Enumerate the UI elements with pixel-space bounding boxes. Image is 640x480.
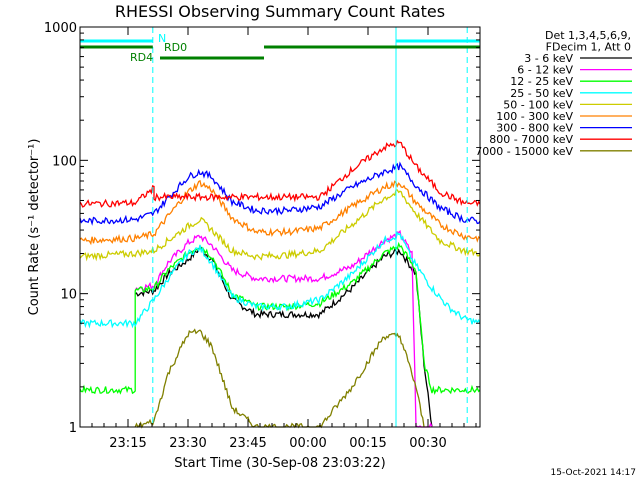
flag-label-rd0: RD0 xyxy=(164,41,187,54)
legend-label-800-7000-kev: 800 - 7000 keV xyxy=(489,133,573,146)
legend-header-line-2: FDecim 1, Att 0 xyxy=(546,41,631,54)
series-line-800-7000-kev xyxy=(79,139,481,208)
y-tick-label-100: 100 xyxy=(52,154,77,169)
y-tick-label-1000: 1000 xyxy=(44,21,77,36)
series-line-6-12-kev xyxy=(134,229,433,428)
legend-label-6-12-kev: 6 - 12 keV xyxy=(517,64,573,77)
tick-layer: 23:15 23:30 23:45 00:00 00:15 00:30 1 10 100 1000 xyxy=(44,21,480,451)
series-line-25-50-kev xyxy=(79,231,481,329)
x-tick-label-23-15: 23:15 xyxy=(109,436,146,451)
legend-label-12-25-kev: 12 - 25 keV xyxy=(510,75,573,88)
x-tick-label-00-00: 00:00 xyxy=(289,436,326,451)
legend-label-3-6-kev: 3 - 6 keV xyxy=(524,52,573,65)
y-tick-label-10: 10 xyxy=(60,288,77,303)
legend-header-line-1: Det 1,3,4,5,6,9, xyxy=(545,29,631,42)
series-line-50-100-kev xyxy=(79,189,481,262)
legend: Det 1,3,4,5,6,9,FDecim 1, Att 03 - 6 keV… xyxy=(475,29,632,158)
x-tick-label-23-30: 23:30 xyxy=(169,436,206,451)
x-tick-label-00-30: 00:30 xyxy=(409,436,446,451)
series-line-300-800-kev xyxy=(79,161,481,226)
flag-label-n: N xyxy=(158,32,166,45)
legend-label-25-50-kev: 25 - 50 keV xyxy=(510,87,573,100)
series-line-12-25-kev xyxy=(79,241,481,395)
x-tick-label-00-15: 00:15 xyxy=(349,436,386,451)
series-line-100-300-kev xyxy=(79,179,481,246)
series-layer xyxy=(79,139,481,429)
plot-timestamp: 15-Oct-2021 14:17 xyxy=(551,468,636,478)
legend-label-7000-15000-kev: 7000 - 15000 keV xyxy=(475,145,573,158)
x-axis-label: Start Time (30-Sep-08 23:03:22) xyxy=(174,456,385,471)
x-tick-label-23-45: 23:45 xyxy=(229,436,266,451)
legend-label-300-800-kev: 300 - 800 keV xyxy=(496,122,573,135)
y-axis-label: Count Rate (s⁻¹ detector⁻¹) xyxy=(27,139,42,316)
series-line-3-6-kev xyxy=(134,246,433,428)
y-tick-label-1: 1 xyxy=(69,421,77,436)
plot-frame xyxy=(79,26,481,428)
legend-label-50-100-kev: 50 - 100 keV xyxy=(503,98,573,111)
chart-title: RHESSI Observing Summary Count Rates xyxy=(115,2,445,21)
flag-label-rd4: RD4 xyxy=(130,51,153,64)
legend-label-100-300-kev: 100 - 300 keV xyxy=(496,110,573,123)
